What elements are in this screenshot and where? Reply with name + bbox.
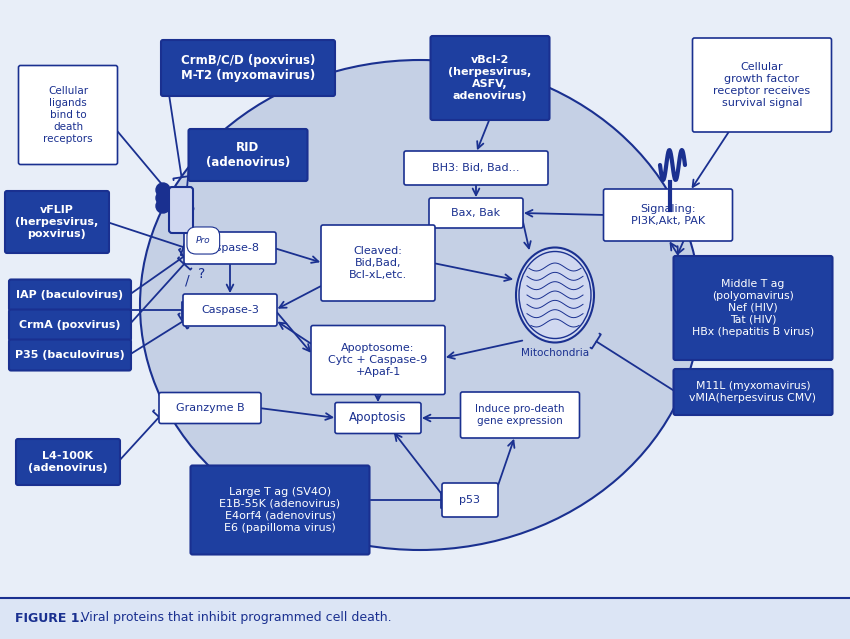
Text: ?: ? — [198, 267, 205, 281]
Text: P35 (baculovirus): P35 (baculovirus) — [15, 350, 125, 360]
FancyBboxPatch shape — [189, 129, 308, 181]
Text: vBcl-2
(herpesvirus,
ASFV,
adenovirus): vBcl-2 (herpesvirus, ASFV, adenovirus) — [448, 55, 531, 101]
Text: RID
(adenovirus): RID (adenovirus) — [206, 141, 290, 169]
Text: Mitochondria: Mitochondria — [521, 348, 589, 358]
FancyBboxPatch shape — [16, 439, 120, 485]
Text: FIGURE 1.: FIGURE 1. — [15, 612, 84, 624]
FancyBboxPatch shape — [311, 325, 445, 394]
Text: Cellular
growth factor
receptor receives
survival signal: Cellular growth factor receptor receives… — [713, 62, 811, 108]
FancyBboxPatch shape — [321, 225, 435, 301]
Text: Middle T ag
(polyomavirus)
Nef (HIV)
Tat (HIV)
HBx (hepatitis B virus): Middle T ag (polyomavirus) Nef (HIV) Tat… — [692, 279, 814, 337]
FancyBboxPatch shape — [430, 36, 549, 120]
FancyBboxPatch shape — [335, 403, 421, 433]
Circle shape — [156, 199, 170, 213]
Circle shape — [156, 191, 170, 205]
FancyBboxPatch shape — [0, 598, 850, 639]
FancyBboxPatch shape — [461, 392, 580, 438]
FancyBboxPatch shape — [190, 465, 370, 555]
Text: Caspase-3: Caspase-3 — [201, 305, 259, 315]
Ellipse shape — [516, 247, 594, 343]
FancyBboxPatch shape — [5, 191, 109, 253]
Text: Apoptosome:
Cytc + Caspase-9
+Apaf-1: Apoptosome: Cytc + Caspase-9 +Apaf-1 — [328, 343, 428, 377]
FancyBboxPatch shape — [9, 309, 131, 341]
Text: M11L (myxomavirus)
vMIA(herpesvirus CMV): M11L (myxomavirus) vMIA(herpesvirus CMV) — [689, 381, 817, 403]
Text: BH3: Bid, Bad...: BH3: Bid, Bad... — [433, 163, 519, 173]
Text: Bax, Bak: Bax, Bak — [451, 208, 501, 218]
FancyBboxPatch shape — [442, 483, 498, 517]
Text: Pro: Pro — [196, 236, 211, 245]
FancyBboxPatch shape — [693, 38, 831, 132]
Text: Apoptosis: Apoptosis — [349, 412, 407, 424]
Text: Viral proteins that inhibit programmed cell death.: Viral proteins that inhibit programmed c… — [73, 612, 392, 624]
Text: Large T ag (SV4O)
E1B-55K (adenovirus)
E4orf4 (adenovirus)
E6 (papilloma virus): Large T ag (SV4O) E1B-55K (adenovirus) E… — [219, 487, 341, 533]
FancyBboxPatch shape — [169, 187, 193, 233]
FancyBboxPatch shape — [9, 339, 131, 371]
Ellipse shape — [140, 60, 700, 550]
FancyBboxPatch shape — [159, 392, 261, 424]
FancyBboxPatch shape — [673, 369, 832, 415]
FancyBboxPatch shape — [161, 40, 335, 96]
Text: /: / — [185, 274, 190, 288]
Text: Induce pro-death
gene expression: Induce pro-death gene expression — [475, 404, 564, 426]
FancyBboxPatch shape — [184, 232, 276, 264]
Text: Caspase-8: Caspase-8 — [201, 243, 259, 253]
Text: vFLIP
(herpesvirus,
poxvirus): vFLIP (herpesvirus, poxvirus) — [15, 205, 99, 239]
FancyBboxPatch shape — [183, 294, 277, 326]
FancyBboxPatch shape — [604, 189, 733, 241]
Text: CrmB/C/D (poxvirus)
M-T2 (myxomavirus): CrmB/C/D (poxvirus) M-T2 (myxomavirus) — [181, 54, 315, 82]
Circle shape — [156, 183, 170, 197]
Text: L4-100K
(adenovirus): L4-100K (adenovirus) — [28, 451, 108, 473]
FancyBboxPatch shape — [429, 198, 523, 228]
FancyBboxPatch shape — [19, 66, 117, 164]
FancyBboxPatch shape — [9, 279, 131, 311]
Text: CrmA (poxvirus): CrmA (poxvirus) — [20, 320, 121, 330]
Text: p53: p53 — [460, 495, 480, 505]
Text: IAP (baculovirus): IAP (baculovirus) — [16, 290, 123, 300]
Text: Signaling:
PI3K,Akt, PAK: Signaling: PI3K,Akt, PAK — [631, 204, 705, 226]
FancyBboxPatch shape — [404, 151, 548, 185]
Text: Cleaved:
Bid,Bad,
Bcl-xL,etc.: Cleaved: Bid,Bad, Bcl-xL,etc. — [348, 246, 407, 280]
Text: Granzyme B: Granzyme B — [176, 403, 244, 413]
Text: Cellular
ligands
bind to
death
receptors: Cellular ligands bind to death receptors — [43, 86, 93, 144]
FancyBboxPatch shape — [673, 256, 832, 360]
